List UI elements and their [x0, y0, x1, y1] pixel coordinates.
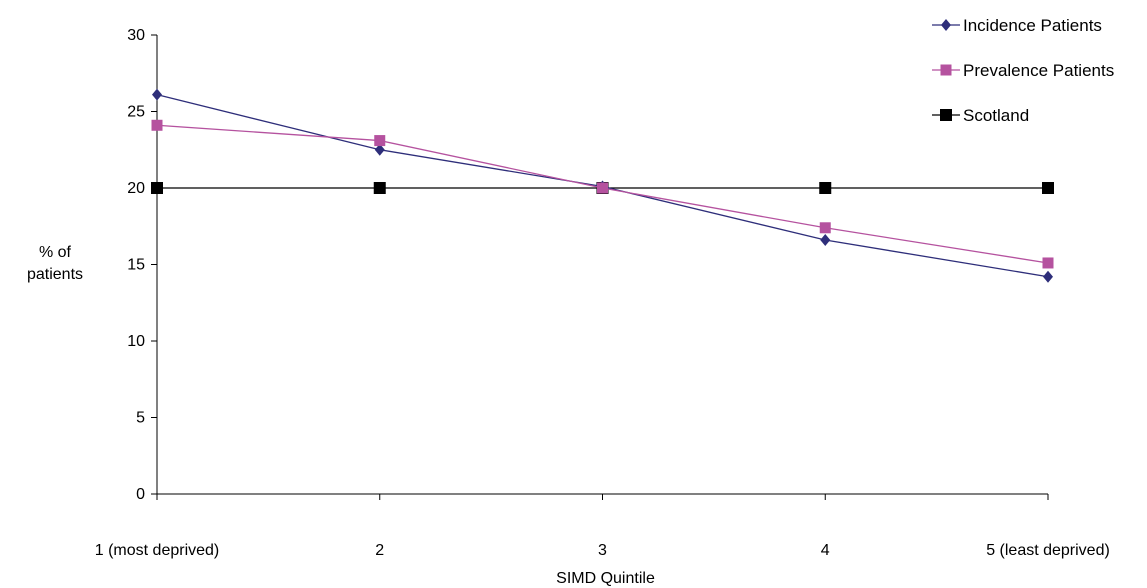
legend-label: Prevalence Patients: [963, 61, 1114, 80]
y-tick-label: 20: [127, 180, 145, 197]
data-point: [597, 182, 608, 194]
series-line: [156, 124, 1049, 264]
data-point: [1043, 270, 1053, 283]
y-tick-label: 15: [127, 257, 145, 274]
axes: 0 5 10 15 20 25 30 1 (most deprived) 2 3 4 5 (least…: [27, 27, 1110, 587]
series-prevalence-patients: [151, 119, 1054, 269]
y-axis-title-line: % of: [39, 244, 72, 261]
legend: Incidence Patients Prevalence Patients Sco…: [932, 16, 1114, 125]
legend-item: Incidence Patients: [932, 16, 1102, 35]
y-tick-label: 30: [127, 27, 145, 44]
legend-label: Incidence Patients: [963, 16, 1102, 35]
x-tick-label: 2: [375, 542, 384, 559]
data-point: [819, 182, 832, 194]
x-tick-label: 1 (most deprived): [95, 542, 220, 559]
legend-marker: [941, 19, 951, 31]
data-point: [374, 143, 385, 156]
legend-item: Scotland: [932, 106, 1029, 125]
y-tick-label: 25: [127, 104, 145, 121]
x-tick-label: 3: [598, 542, 607, 559]
y-tick-label: 0: [136, 486, 145, 503]
x-tick-label: 5 (least deprived): [986, 542, 1110, 559]
x-axis-title: SIMD Quintile: [556, 570, 655, 587]
data-point: [373, 182, 386, 194]
legend-item: Prevalence Patients: [932, 61, 1114, 80]
x-tick-label: 4: [821, 542, 830, 559]
y-tick-label: 10: [127, 333, 145, 350]
data-point: [152, 88, 162, 101]
y-tick-label: 5: [136, 410, 145, 427]
legend-label: Scotland: [963, 106, 1029, 125]
data-point: [374, 135, 386, 147]
data-point: [820, 234, 831, 247]
legend-marker: [940, 64, 952, 76]
legend-marker: [940, 109, 952, 121]
data-point: [151, 182, 163, 194]
data-point: [151, 119, 163, 131]
series-layer: [151, 88, 1054, 283]
data-point: [819, 222, 831, 234]
data-point: [1042, 182, 1054, 194]
y-axis-title-line: patients: [27, 266, 83, 283]
data-point: [1042, 257, 1054, 269]
